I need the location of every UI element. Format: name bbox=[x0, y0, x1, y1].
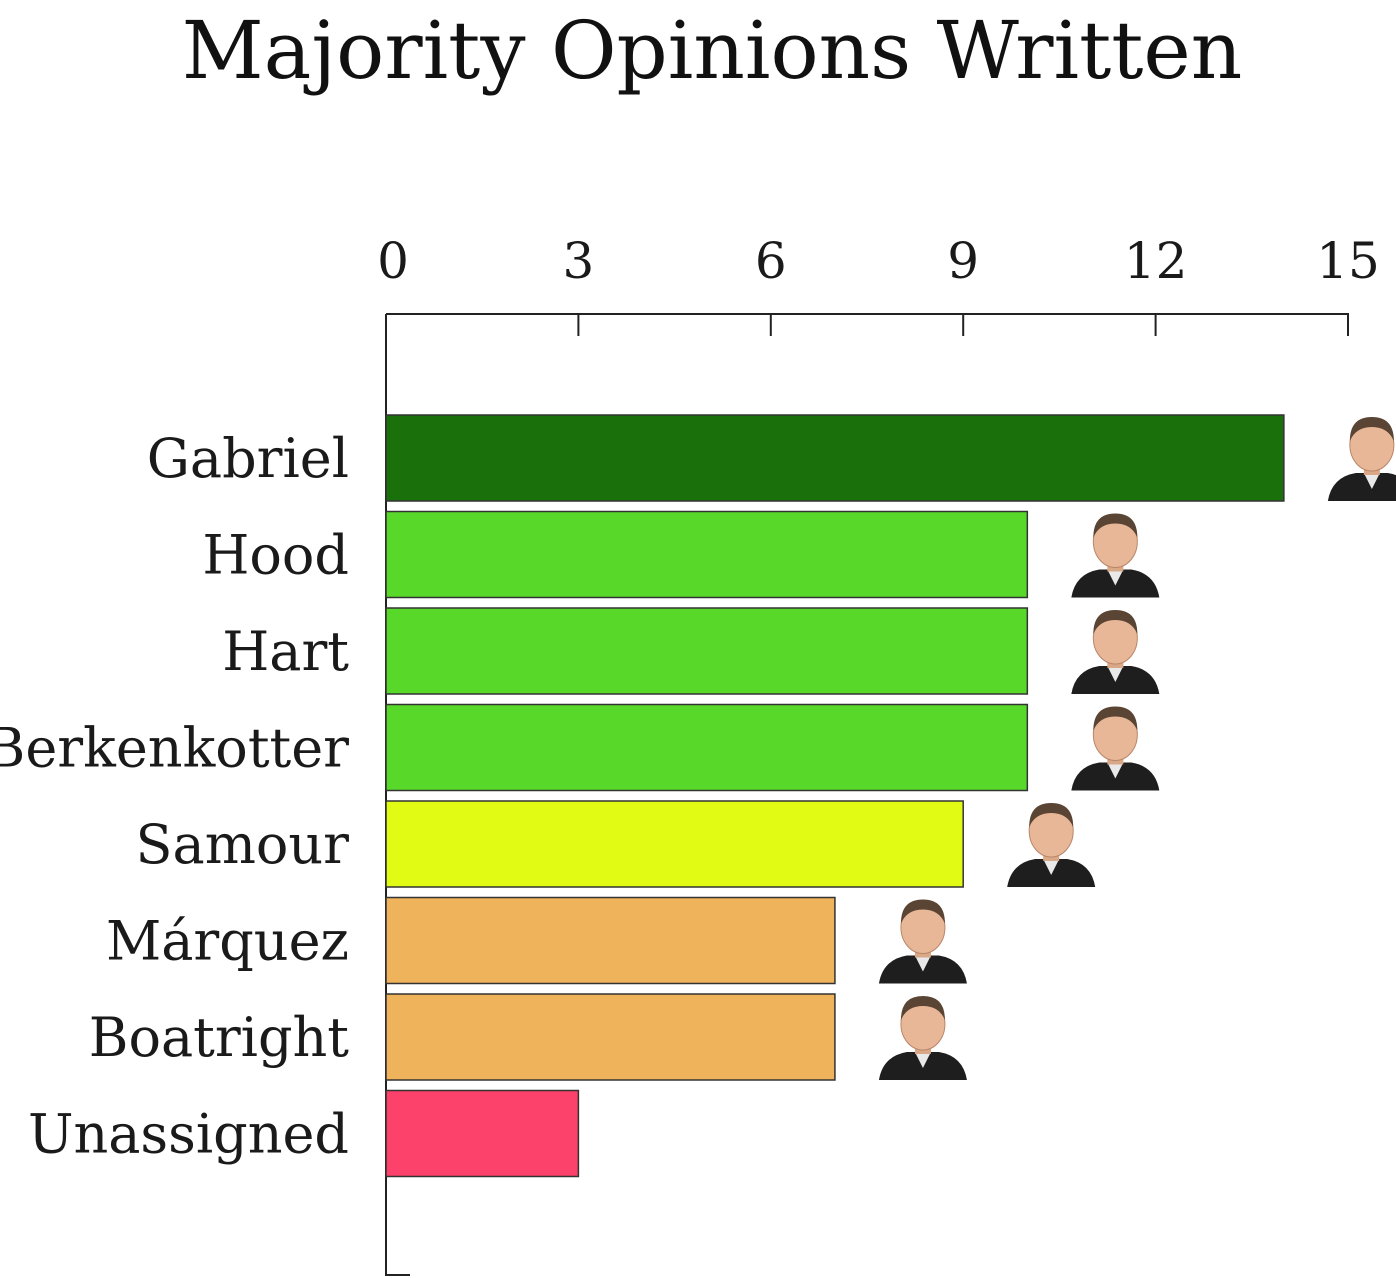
x-tick-label-6: 6 bbox=[755, 232, 787, 290]
bar-samour bbox=[385, 800, 964, 888]
portrait-boatright-icon bbox=[878, 996, 967, 1080]
bar-gabriel bbox=[385, 414, 1285, 502]
bar-boatright bbox=[385, 993, 836, 1081]
portrait-hart-icon bbox=[1071, 610, 1160, 694]
category-label-gabriel: Gabriel bbox=[147, 427, 349, 490]
portraits bbox=[878, 417, 1396, 1080]
category-label-boatright: Boatright bbox=[89, 1006, 350, 1069]
portrait-hood-icon bbox=[1071, 513, 1160, 598]
category-label-hart: Hart bbox=[222, 620, 349, 683]
category-labels: Gabriel Hood Hart Berkenkotter Samour Márquez… bbox=[0, 427, 349, 1166]
portrait-márquez-icon bbox=[878, 899, 967, 984]
x-tick-label-9: 9 bbox=[947, 232, 979, 290]
portrait-gabriel-icon bbox=[1327, 417, 1396, 501]
bar-márquez bbox=[385, 896, 836, 985]
category-label-márquez: Márquez bbox=[106, 910, 349, 973]
category-label-hood: Hood bbox=[202, 524, 349, 587]
bar-hood bbox=[385, 510, 1029, 599]
category-label-unassigned: Unassigned bbox=[28, 1103, 349, 1166]
x-tick-label-0: 0 bbox=[377, 232, 409, 290]
x-tick-label-12: 12 bbox=[1124, 232, 1188, 290]
category-label-samour: Samour bbox=[136, 813, 350, 876]
bar-unassigned bbox=[385, 1089, 580, 1178]
bar-berkenkotter bbox=[385, 703, 1029, 792]
category-label-berkenkotter: Berkenkotter bbox=[0, 717, 349, 780]
portrait-berkenkotter-icon bbox=[1071, 706, 1160, 791]
axis: 0 3 6 9 12 15 bbox=[377, 232, 1380, 1276]
x-tick-label-3: 3 bbox=[562, 232, 594, 290]
bar-hart bbox=[385, 607, 1029, 695]
chart-title: Majority Opinions Written bbox=[182, 4, 1242, 97]
bars bbox=[385, 414, 1285, 1178]
x-tick-label-15: 15 bbox=[1316, 232, 1380, 290]
portrait-samour-icon bbox=[1007, 803, 1096, 887]
